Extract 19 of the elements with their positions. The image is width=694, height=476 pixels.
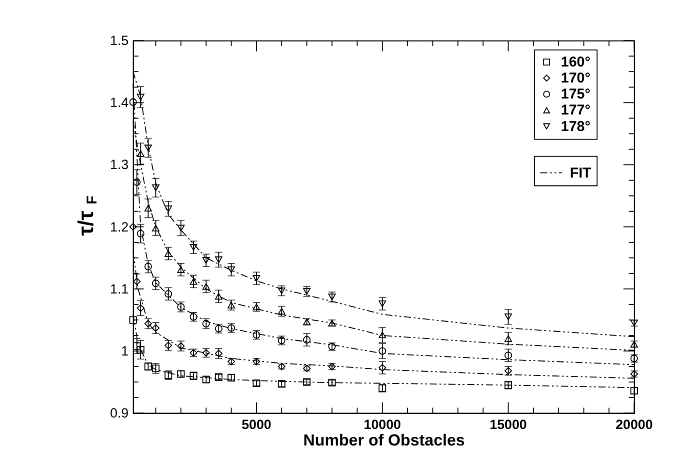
x-axis-title: Number of Obstacles [303,432,465,450]
y-tick-label: 1.2 [110,219,129,234]
y-tick-label: 1.4 [110,95,130,110]
legend-label: 160° [560,54,591,71]
y-tick-label: 1.3 [110,157,129,172]
legend-label: 177° [560,102,591,119]
legend-label: 178° [560,118,591,135]
legend-label: 175° [560,86,591,103]
x-tick-label: 20000 [616,417,653,432]
legend-label: 170° [560,70,591,87]
x-tick-label: 5000 [242,417,272,432]
y-tick-label: 1.5 [110,33,129,48]
y-tick-label: 0.9 [110,406,129,421]
y-tick-label: 1.1 [110,281,129,296]
x-tick-label: 10000 [364,417,401,432]
x-tick-label: 15000 [490,417,527,432]
legend-label: FIT [570,165,592,182]
y-tick-label: 1 [121,343,129,358]
y-axis-title: τ/τF [74,195,100,236]
